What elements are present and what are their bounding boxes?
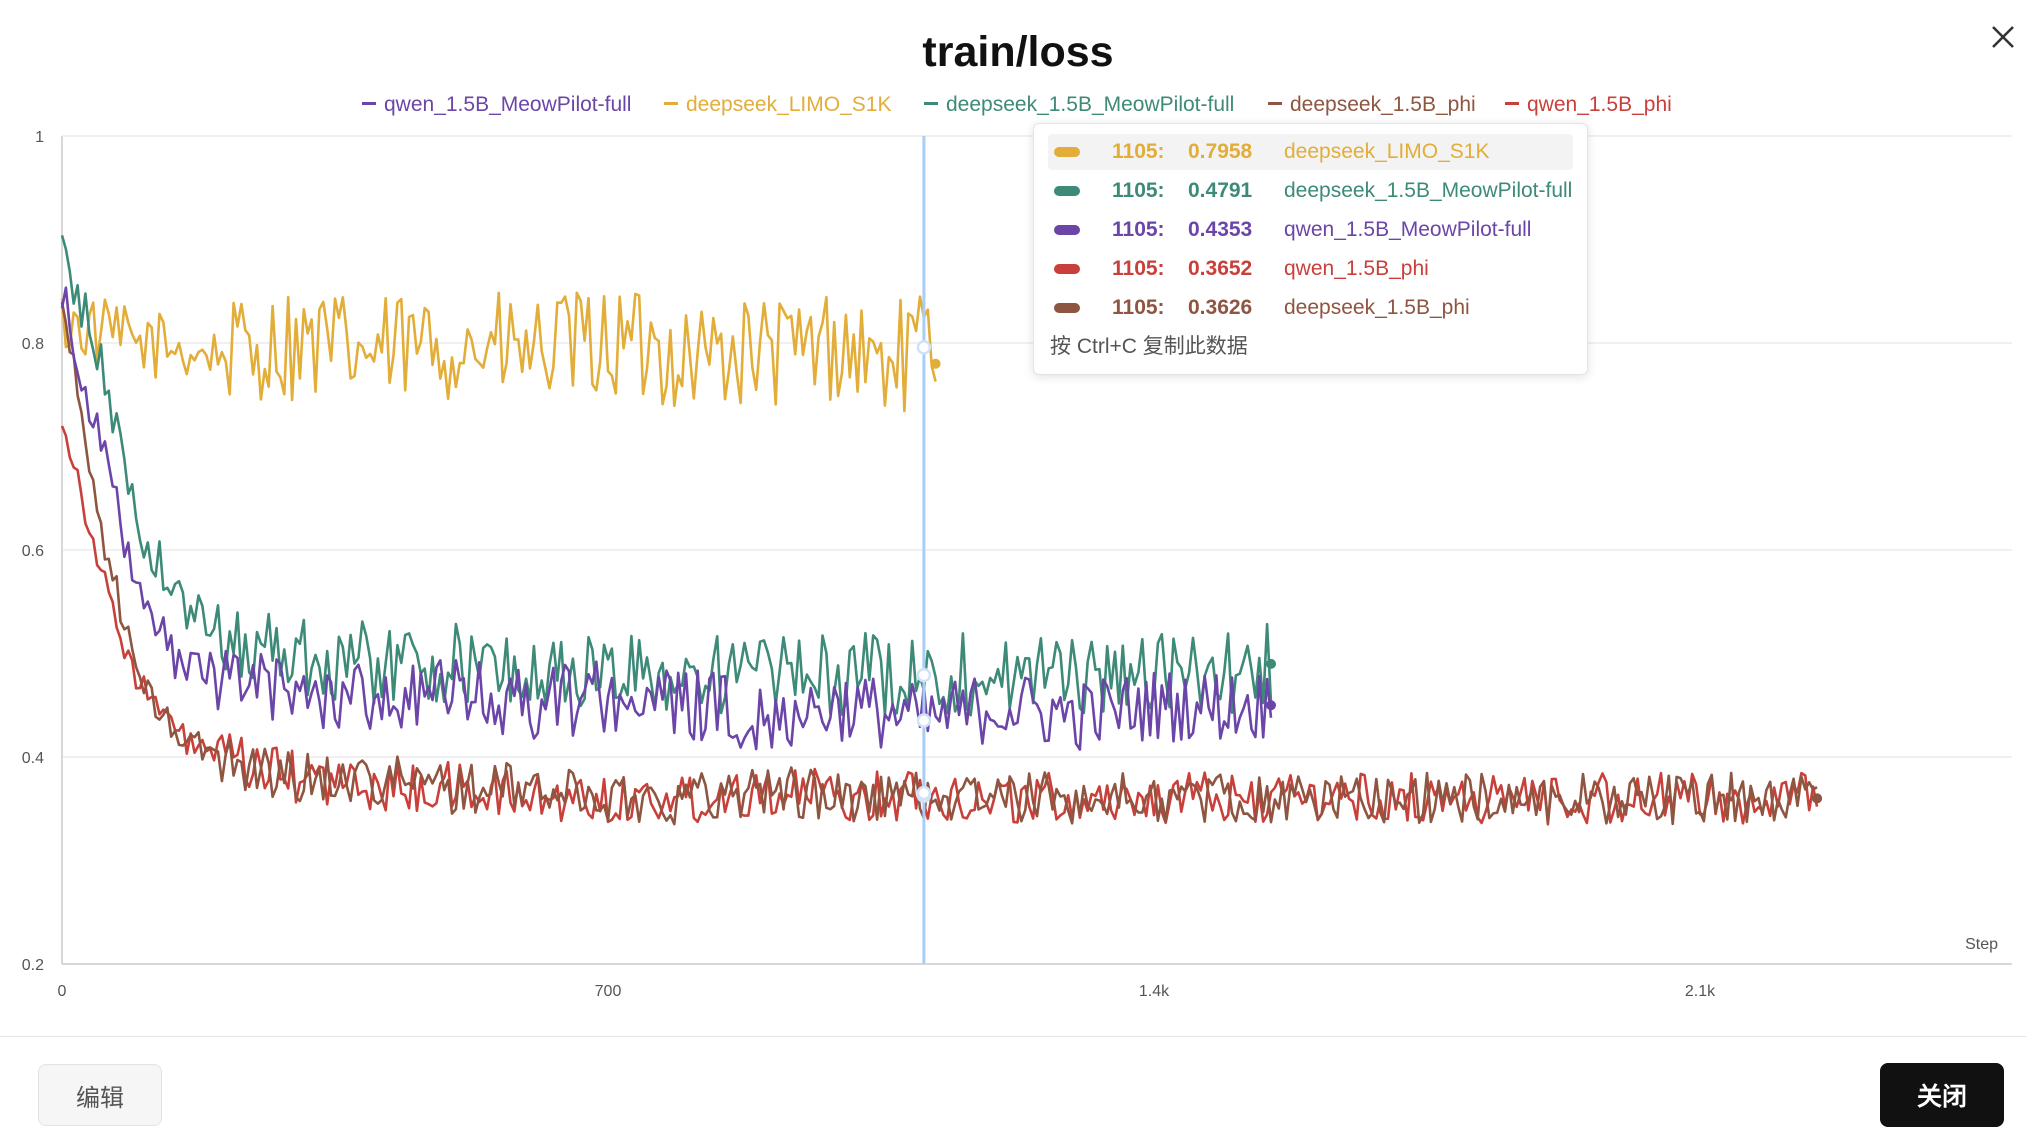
close-icon[interactable] <box>1986 20 2020 54</box>
legend: qwen_1.5B_MeowPilot-full deepseek_LIMO_S1… <box>362 93 1672 116</box>
series-end-point <box>1266 700 1276 711</box>
series-line-deepseek_LIMO_S1K <box>60 291 937 413</box>
tooltip-series-name: deepseek_LIMO_S1K <box>1284 140 1490 163</box>
legend-swatch <box>362 102 376 105</box>
tooltip-row: 1105: 0.4791 deepseek_1.5B_MeowPilot-full <box>1048 173 1573 209</box>
tooltip-swatch <box>1054 225 1080 235</box>
hover-point <box>916 340 932 355</box>
y-tick-label: 0.4 <box>22 750 44 767</box>
x-tick-label: 2.1k <box>1685 983 1716 1000</box>
tooltip-series-name: deepseek_1.5B_phi <box>1284 296 1470 319</box>
chart-title: train/loss <box>922 28 1113 76</box>
legend-swatch <box>924 102 938 105</box>
legend-item[interactable]: deepseek_1.5B_MeowPilot-full <box>924 93 1234 116</box>
data-tooltip: 1105: 0.7958 deepseek_LIMO_S1K 1105: 0.4791 d… <box>1033 123 1588 375</box>
y-tick-label: 1 <box>35 129 44 146</box>
tooltip-hint: 按 Ctrl+C 复制此数据 <box>1050 335 1248 358</box>
tooltip-swatch <box>1054 303 1080 313</box>
legend-item[interactable]: deepseek_1.5B_phi <box>1268 93 1476 116</box>
tooltip-value: 0.4791 <box>1188 179 1253 202</box>
tooltip-step: 1105: <box>1112 140 1165 163</box>
y-tick-label: 0.6 <box>22 543 44 560</box>
series-line-deepseek_1.5B_phi <box>60 302 1818 826</box>
tooltip-step: 1105: <box>1112 179 1165 202</box>
tooltip-row: 1105: 0.7958 deepseek_LIMO_S1K <box>1048 134 1573 170</box>
legend-item[interactable]: qwen_1.5B_MeowPilot-full <box>362 93 631 116</box>
tooltip-row: 1105: 0.3652 qwen_1.5B_phi <box>1048 251 1573 287</box>
y-tick-label: 0.2 <box>22 957 44 974</box>
hover-point <box>916 785 932 801</box>
legend-label: qwen_1.5B_phi <box>1527 93 1672 116</box>
tooltip-swatch <box>1054 264 1080 274</box>
tooltip-step: 1105: <box>1112 257 1165 280</box>
hover-point <box>916 713 932 728</box>
edit-button[interactable]: 编辑 <box>38 1064 162 1126</box>
series-line-qwen_1.5B_phi <box>60 425 1819 826</box>
footer-divider <box>0 1036 2026 1037</box>
tooltip-step: 1105: <box>1112 218 1165 241</box>
tooltip-row: 1105: 0.4353 qwen_1.5B_MeowPilot-full <box>1048 212 1573 248</box>
legend-swatch <box>664 102 678 105</box>
tooltip-series-name: deepseek_1.5B_MeowPilot-full <box>1284 179 1573 202</box>
tooltip-swatch <box>1054 147 1080 157</box>
legend-label: deepseek_LIMO_S1K <box>686 93 891 116</box>
series-end-point <box>1266 658 1276 669</box>
series-line-qwen_1.5B_MeowPilot-full <box>60 286 1273 751</box>
x-tick-label: 700 <box>595 983 622 1000</box>
hover-point <box>916 667 932 683</box>
tooltip-swatch <box>1054 186 1080 196</box>
tooltip-value: 0.4353 <box>1188 218 1253 241</box>
legend-label: deepseek_1.5B_phi <box>1290 93 1476 116</box>
legend-item[interactable]: deepseek_LIMO_S1K <box>664 93 891 116</box>
tooltip-series-name: qwen_1.5B_MeowPilot-full <box>1284 218 1532 241</box>
legend-item[interactable]: qwen_1.5B_phi <box>1505 93 1672 116</box>
legend-label: qwen_1.5B_MeowPilot-full <box>384 93 631 116</box>
legend-label: deepseek_1.5B_MeowPilot-full <box>946 93 1234 116</box>
tooltip-value: 0.7958 <box>1188 140 1253 163</box>
series-end-point <box>930 358 941 369</box>
close-button[interactable]: 关闭 <box>1880 1063 2004 1127</box>
hover-layer <box>916 136 932 964</box>
x-axis-label: Step <box>1965 936 1998 953</box>
legend-swatch <box>1505 102 1519 105</box>
axes: 0.2 0.4 0.6 0.8 1 0 700 1.4k 2.1k <box>22 129 2012 1000</box>
tooltip-row: 1105: 0.3626 deepseek_1.5B_phi <box>1048 290 1573 326</box>
y-tick-label: 0.8 <box>22 336 44 353</box>
series-line-deepseek_1.5B_MeowPilot-full <box>60 234 1273 717</box>
series-end-point <box>1812 793 1822 804</box>
series-layer <box>60 234 1822 826</box>
legend-swatch <box>1268 102 1282 105</box>
tooltip-value: 0.3652 <box>1188 257 1253 280</box>
tooltip-value: 0.3626 <box>1188 296 1253 319</box>
tooltip-step: 1105: <box>1112 296 1165 319</box>
tooltip-series-name: qwen_1.5B_phi <box>1284 257 1429 280</box>
x-tick-label: 1.4k <box>1139 983 1170 1000</box>
x-tick-label: 0 <box>58 983 67 1000</box>
